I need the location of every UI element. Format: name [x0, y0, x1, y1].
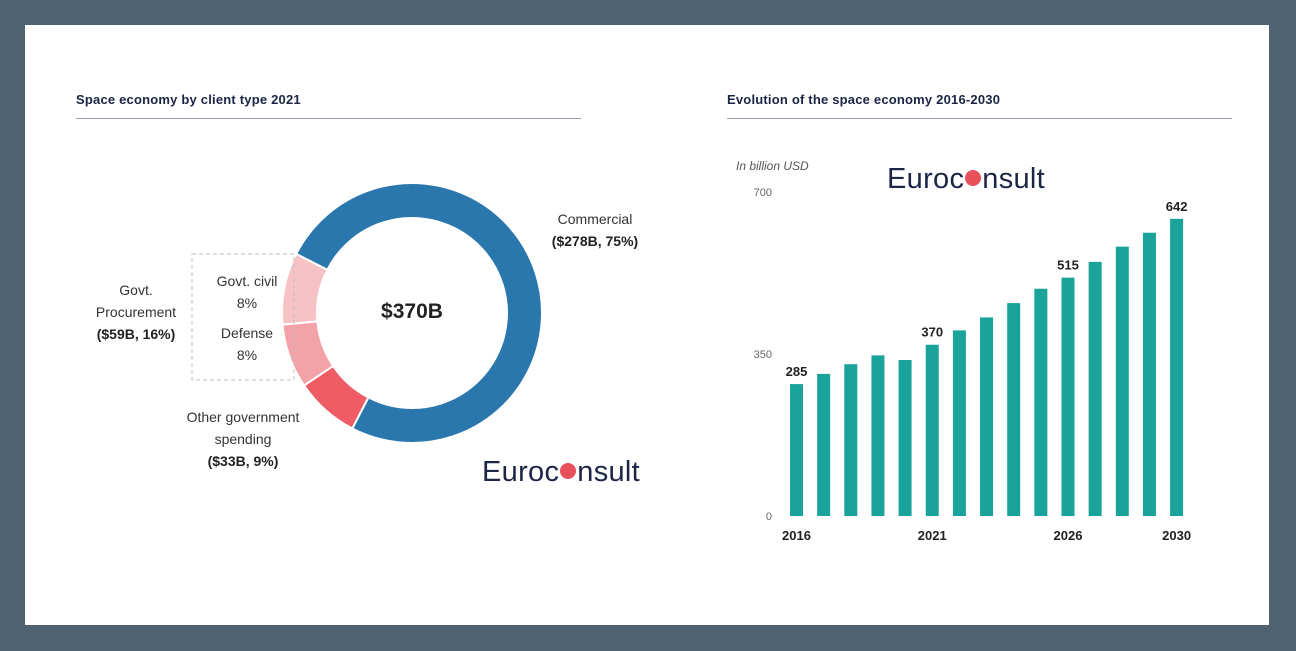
bar-chart: In billion USD 0 350 700 285 370 515 642 2016…: [736, 159, 1191, 543]
bar-2020: [898, 360, 912, 516]
donut-center-label: $370B: [381, 300, 443, 323]
procurement-label: Govt. Procurement ($59B, 16%): [82, 279, 190, 345]
procurement-bracket: [191, 253, 295, 381]
procurement-line1: Govt.: [119, 282, 153, 298]
euroconsult-logo-right: Euroc nsult: [887, 163, 1045, 196]
other-gov-line1: Other government: [186, 409, 300, 425]
commercial-label: Commercial ($278B, 75%): [530, 208, 660, 252]
bar-2019: [871, 355, 885, 516]
bar-2026: [1061, 277, 1075, 516]
bar-value-label-2016: 285: [786, 364, 808, 379]
other-gov-line2: spending: [214, 431, 272, 447]
bar-2023: [980, 317, 994, 516]
y-axis-unit-label: In billion USD: [736, 159, 809, 173]
bar-2025: [1034, 288, 1048, 516]
euroconsult-logo-left: Euroc nsult: [482, 456, 640, 489]
donut-chart-title: Space economy by client type 2021: [76, 92, 301, 107]
govt-civil-name: Govt. civil: [216, 273, 278, 289]
govt-civil-pct: 8%: [236, 295, 258, 311]
defense-pct: 8%: [236, 347, 258, 363]
defense-name: Defense: [220, 325, 274, 341]
bar-2022: [952, 330, 966, 516]
donut-slice-other-government-spending: [281, 252, 329, 326]
bar-2027: [1088, 261, 1102, 516]
bar-2028: [1115, 246, 1129, 517]
logo-dot-icon: [965, 170, 982, 186]
procurement-line2: Procurement: [95, 304, 177, 320]
procurement-value: ($59B, 16%): [96, 326, 176, 342]
logo-text-after: nsult: [982, 163, 1046, 195]
y-tick-label: 700: [754, 187, 772, 199]
bar-value-label-2026: 515: [1057, 258, 1079, 273]
x-tick-label-2016: 2016: [782, 528, 811, 543]
bar-2016: [790, 384, 803, 516]
x-tick-label-2026: 2026: [1054, 528, 1083, 543]
commercial-value: ($278B, 75%): [551, 233, 639, 249]
govt-civil-label: Govt. civil 8%: [202, 270, 292, 314]
logo-text-before: Euroc: [482, 456, 560, 488]
y-tick-label: 0: [766, 511, 772, 523]
bar-2018: [844, 364, 858, 516]
logo-dot-icon: [560, 463, 577, 479]
bar-2021: [925, 344, 939, 516]
x-tick-label-2021: 2021: [918, 528, 947, 543]
donut-slice-commercial: [294, 182, 543, 444]
donut-chart: $370B: [191, 182, 543, 444]
y-tick-label: 350: [754, 349, 772, 361]
defense-label: Defense 8%: [202, 322, 292, 366]
other-gov-label: Other government spending ($33B, 9%): [168, 406, 318, 472]
logo-text-after: nsult: [577, 456, 641, 488]
bar-2029: [1142, 232, 1156, 516]
bar-title-rule: [727, 118, 1232, 119]
bar-2024: [1007, 303, 1021, 516]
bar-value-label-2030: 642: [1166, 199, 1188, 214]
logo-text-before: Euroc: [887, 163, 965, 195]
bar-2030: [1170, 218, 1184, 516]
commercial-name: Commercial: [557, 211, 633, 227]
bar-value-label-2021: 370: [921, 325, 943, 340]
x-tick-label-2030: 2030: [1162, 528, 1191, 543]
other-gov-value: ($33B, 9%): [207, 453, 279, 469]
donut-title-rule: [76, 118, 581, 119]
bar-chart-title: Evolution of the space economy 2016-2030: [727, 92, 1001, 107]
bar-2017: [817, 373, 831, 516]
